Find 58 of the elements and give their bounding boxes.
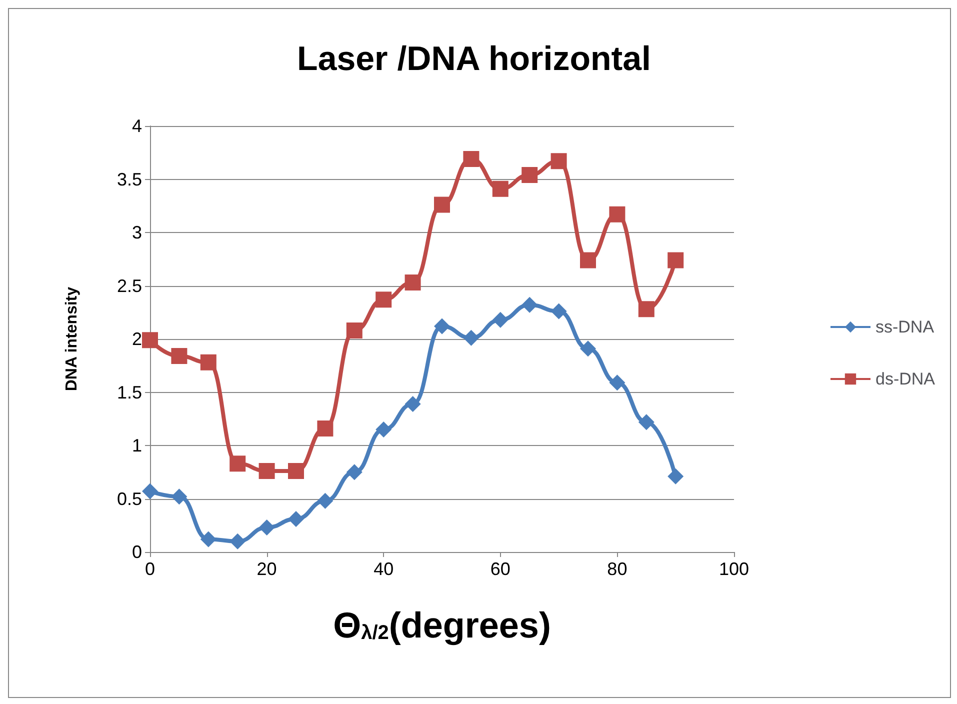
point xyxy=(434,196,450,213)
point xyxy=(580,340,596,357)
y-tick-label: 2.5 xyxy=(116,276,142,296)
point xyxy=(580,252,596,268)
point xyxy=(404,396,421,412)
point xyxy=(200,531,216,548)
y-tick-label: 1 xyxy=(132,436,142,456)
point xyxy=(142,483,158,500)
point xyxy=(200,354,216,370)
point xyxy=(376,422,392,438)
point xyxy=(142,332,158,348)
y-tick-label: 1.5 xyxy=(116,382,142,402)
point xyxy=(346,322,362,338)
y-tick-label: 3 xyxy=(132,222,142,242)
x-tick-label: 40 xyxy=(374,559,394,579)
point xyxy=(376,292,392,308)
point xyxy=(463,330,480,346)
point xyxy=(522,166,538,183)
y-axis-title: DNA intensity xyxy=(64,286,80,392)
point xyxy=(638,414,654,430)
point xyxy=(288,463,304,480)
point xyxy=(522,296,538,313)
point xyxy=(550,153,567,170)
x-tick-label: 60 xyxy=(490,559,510,579)
y-tick-label: 2 xyxy=(132,329,142,349)
point xyxy=(609,374,626,391)
point xyxy=(171,488,188,505)
point xyxy=(230,533,246,550)
x-tick-label: 80 xyxy=(607,559,628,579)
x-tick-label: 20 xyxy=(256,559,277,579)
point xyxy=(346,464,362,480)
y-tick-label: 3.5 xyxy=(116,169,142,190)
point xyxy=(492,312,508,328)
point xyxy=(638,301,654,318)
x-tick-label: 100 xyxy=(718,559,750,579)
legend-label: ds-DNA xyxy=(875,370,936,388)
point xyxy=(668,252,684,268)
point xyxy=(434,318,450,334)
point xyxy=(171,348,188,364)
point xyxy=(317,492,334,509)
y-tick-label: 0 xyxy=(132,542,142,562)
point xyxy=(492,180,508,197)
y-tick-label: 0.5 xyxy=(116,488,142,509)
point xyxy=(317,420,334,436)
point xyxy=(609,206,626,222)
y-tick-label: 4 xyxy=(132,116,142,136)
x-axis-title: Θλ/2(degrees) xyxy=(333,604,551,646)
point xyxy=(258,520,275,536)
point xyxy=(288,510,304,527)
point xyxy=(550,303,567,320)
point xyxy=(230,456,246,472)
point xyxy=(463,151,480,168)
x-tick-label: 0 xyxy=(144,559,156,579)
point xyxy=(258,463,275,480)
point xyxy=(668,468,684,484)
chart-title: Laser /DNA horizontal xyxy=(297,40,651,78)
legend-label: ss-DNA xyxy=(875,318,935,336)
point xyxy=(404,274,421,291)
